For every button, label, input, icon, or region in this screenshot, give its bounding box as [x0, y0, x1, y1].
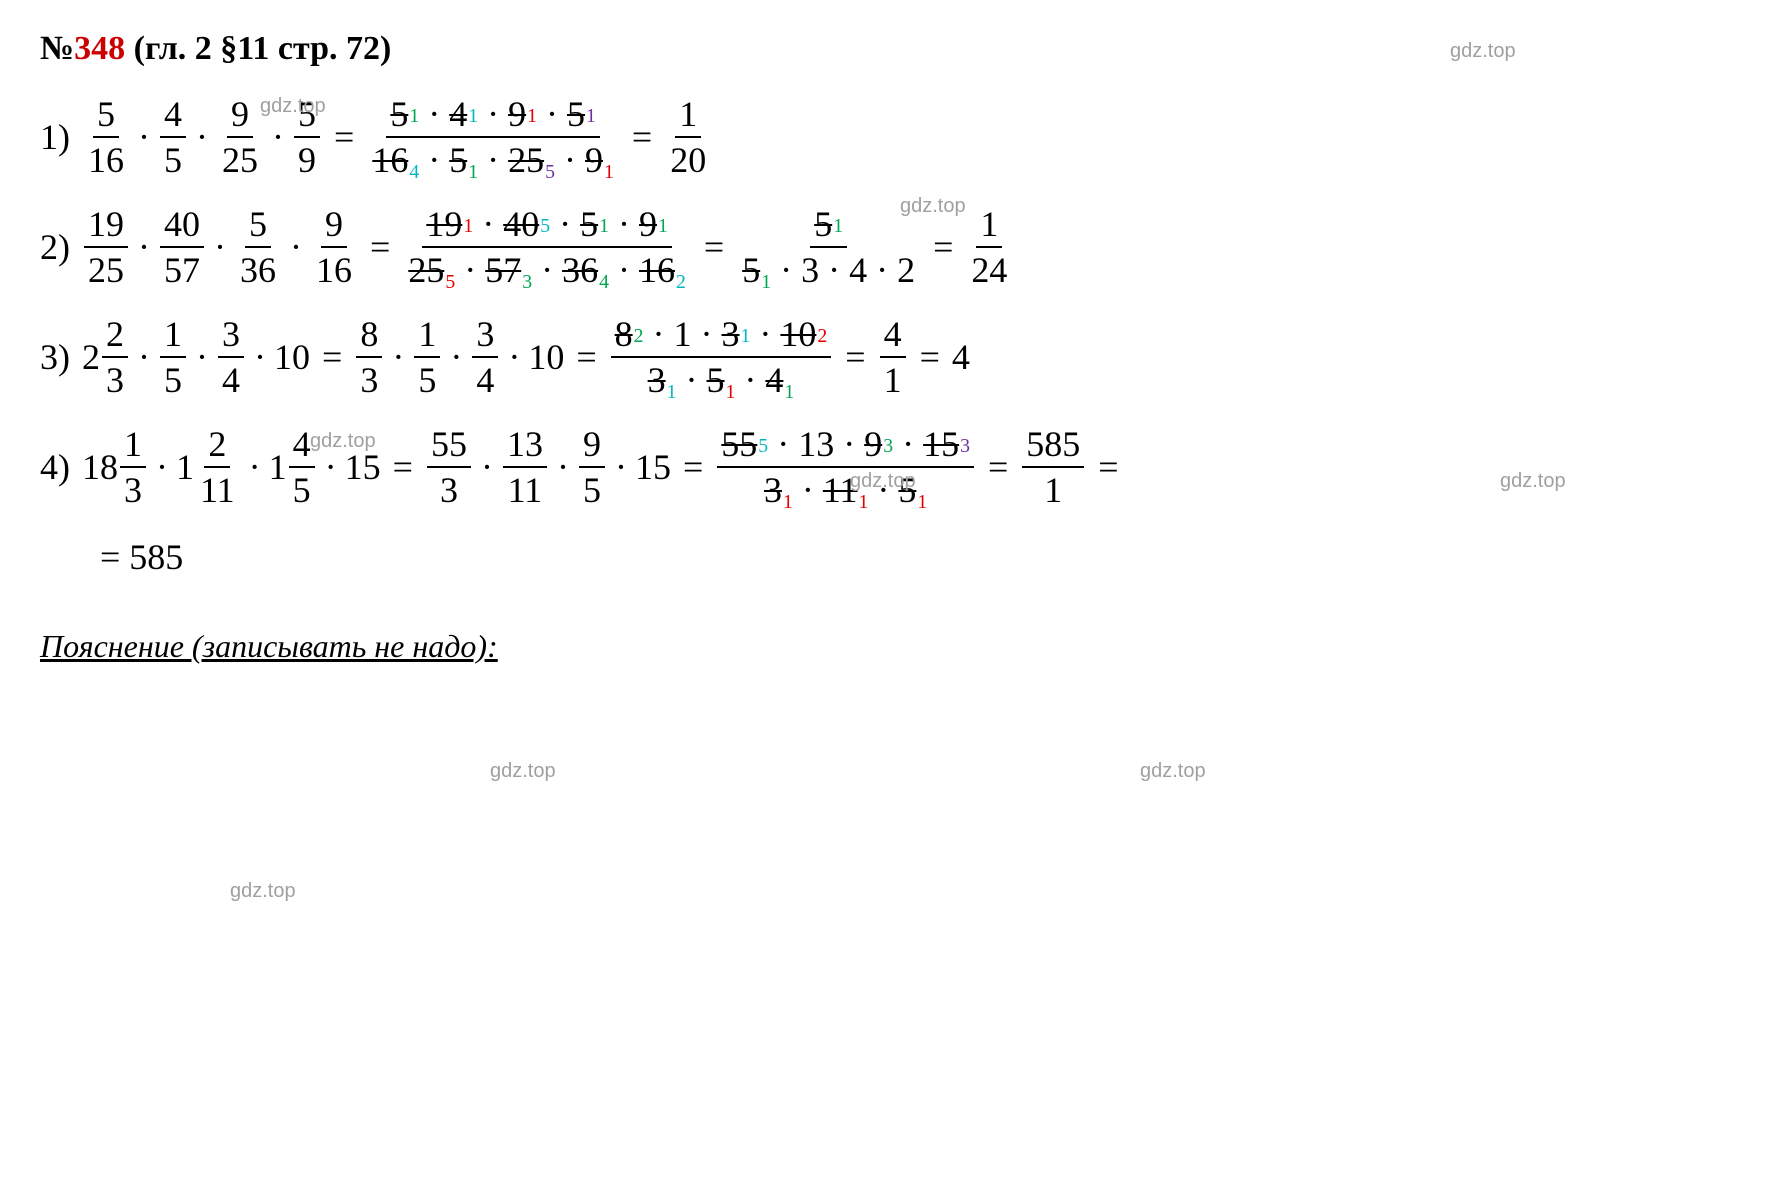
dot-op: ·	[508, 339, 520, 375]
dot-op: ·	[272, 119, 284, 155]
mixed-number: 223	[82, 316, 130, 398]
equals: =	[920, 339, 940, 375]
whole-number: 10	[528, 339, 564, 375]
dot-op: ·	[156, 449, 168, 485]
fraction: 1311	[503, 426, 547, 508]
whole-number: 15	[345, 449, 381, 485]
dot-op: ·	[254, 339, 266, 375]
fraction: 536	[236, 206, 280, 288]
fraction: 83	[356, 316, 382, 398]
fraction: 45	[160, 96, 186, 178]
eq1-label: 1)	[40, 119, 70, 155]
equation-2: 2) 1925 · 4057 · 536 · 916 = 191 · 405 ·…	[40, 206, 1751, 288]
whole-number: 15	[635, 449, 671, 485]
fraction: 34	[472, 316, 498, 398]
fraction: 15	[160, 316, 186, 398]
eq2-label: 2)	[40, 229, 70, 265]
dot-op: ·	[214, 229, 226, 265]
fraction-cancel: 51 · 41 · 91 · 51 164 · 51 · 255 · 91	[368, 96, 618, 178]
fraction-cancel: 191 · 405 · 51 · 91 255 · 573 · 364 · 16…	[404, 206, 690, 288]
equals: =	[933, 229, 953, 265]
dot-op: ·	[557, 449, 569, 485]
dot-op: ·	[615, 449, 627, 485]
fraction: 5851	[1022, 426, 1084, 508]
equals: =	[632, 119, 652, 155]
watermark: gdz.top	[230, 880, 296, 903]
equals: =	[683, 449, 703, 485]
equals: =	[322, 339, 342, 375]
watermark: gdz.top	[1140, 760, 1206, 783]
fraction: 41	[880, 316, 906, 398]
fraction-result: 124	[967, 206, 1011, 288]
dot-op: ·	[392, 339, 404, 375]
mixed-number: 1813	[82, 426, 148, 508]
problem-title: №348 (гл. 2 §11 стр. 72)	[40, 30, 1751, 68]
title-number: 348	[74, 30, 125, 67]
fraction-cancel: 51 51 · 3 · 4 · 2	[738, 206, 919, 288]
fraction: 15	[414, 316, 440, 398]
equals: =	[393, 449, 413, 485]
dot-op: ·	[450, 339, 462, 375]
fraction-cancel: 82 · 1 · 31 · 102 31 · 51 · 41	[611, 316, 832, 398]
watermark: gdz.top	[490, 760, 556, 783]
equals: =	[704, 229, 724, 265]
fraction: 925	[218, 96, 262, 178]
dot-op: ·	[196, 119, 208, 155]
fraction: 516	[84, 96, 128, 178]
eq4-continuation: = 585	[100, 536, 1751, 578]
equals: =	[576, 339, 596, 375]
fraction: 95	[579, 426, 605, 508]
dot-op: ·	[196, 339, 208, 375]
fraction: 4057	[160, 206, 204, 288]
fraction: 34	[218, 316, 244, 398]
equals: =	[988, 449, 1008, 485]
dot-op: ·	[138, 119, 150, 155]
equals: =	[334, 119, 354, 155]
whole-number: 10	[274, 339, 310, 375]
mixed-number: 145	[269, 426, 317, 508]
dot-op: ·	[325, 449, 337, 485]
dot-op: ·	[138, 339, 150, 375]
fraction-cancel: 555 · 13 · 93 · 153 31 · 111 · 51	[717, 426, 974, 508]
fraction: 553	[427, 426, 471, 508]
dot-op: ·	[481, 449, 493, 485]
mixed-number: 1211	[176, 426, 241, 508]
equation-3: 3) 223 · 15 · 34 · 10 = 83 · 15 · 34 · 1…	[40, 316, 1751, 398]
result-value: 4	[952, 339, 970, 375]
dot-op: ·	[138, 229, 150, 265]
fraction: 59	[294, 96, 320, 178]
equals: =	[1098, 449, 1118, 485]
explanation-heading: Пояснение (записывать не надо):	[40, 628, 1751, 665]
title-prefix: №	[40, 30, 74, 67]
eq3-label: 3)	[40, 339, 70, 375]
equals: =	[845, 339, 865, 375]
equation-4: 4) 1813 · 1211 · 145 · 15 = 553 · 1311 ·…	[40, 426, 1751, 508]
fraction-result: 120	[666, 96, 710, 178]
eq4-label: 4)	[40, 449, 70, 485]
dot-op: ·	[290, 229, 302, 265]
title-suffix: (гл. 2 §11 стр. 72)	[125, 30, 391, 67]
equals: =	[370, 229, 390, 265]
equation-1: 1) 516 · 45 · 925 · 59 = 51 · 41 · 91 · …	[40, 96, 1751, 178]
fraction: 916	[312, 206, 356, 288]
fraction: 1925	[84, 206, 128, 288]
dot-op: ·	[249, 449, 261, 485]
